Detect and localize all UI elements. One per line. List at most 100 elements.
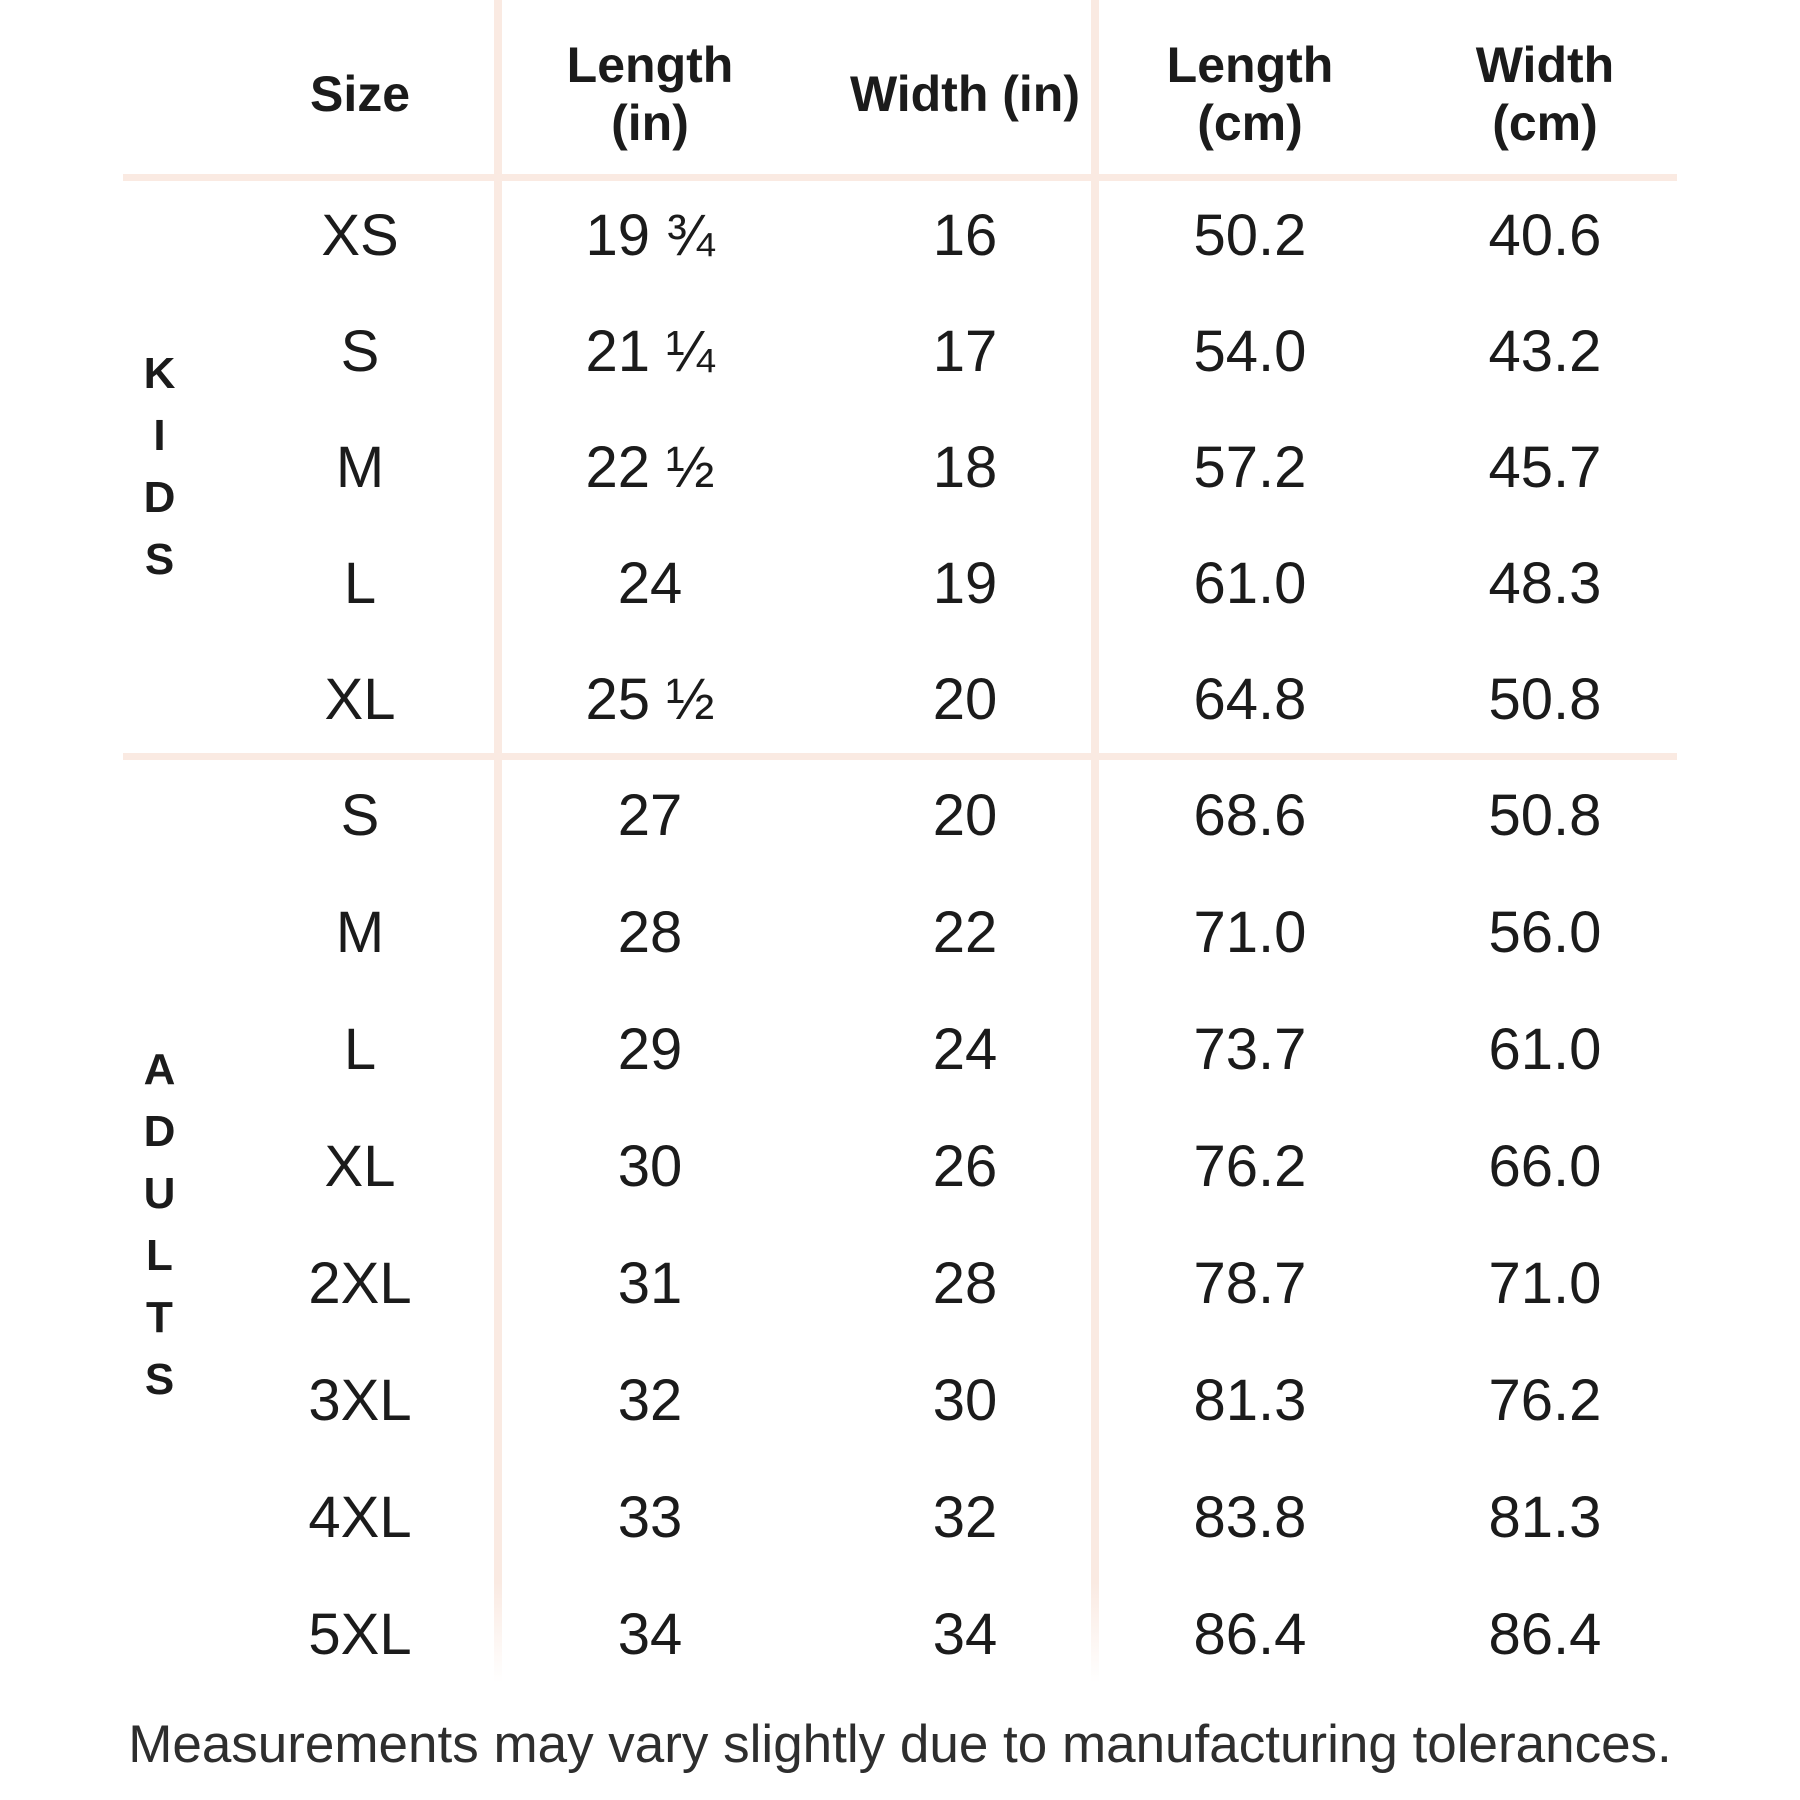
group-letter: S (144, 535, 176, 584)
width-cm-cell: 50.8 (1488, 783, 1602, 848)
size-cell: M (335, 900, 385, 965)
width-cm-cell: 86.4 (1488, 1602, 1602, 1667)
table-row: XS 19 ¾ 16 50.2 40.6 (0, 177, 1690, 293)
table-row: L 24 19 61.0 48.3 (0, 525, 1690, 641)
header-divider (123, 174, 1677, 181)
table-row: 4XL 33 32 83.8 81.3 (0, 1459, 1690, 1576)
length-in-cell: 34 (617, 1602, 683, 1667)
size-cell: 4XL (308, 1485, 412, 1550)
width-cm-cell: 43.2 (1488, 318, 1602, 384)
size-header-label: Size (309, 65, 411, 122)
width-cm-header-line2: (cm) (1492, 94, 1598, 151)
width-in-cell: 28 (932, 1251, 998, 1316)
length-cm-cell: 76.2 (1193, 1134, 1307, 1199)
group-letter: U (143, 1169, 177, 1218)
table-row: M 22 ½ 18 57.2 45.7 (0, 409, 1690, 525)
column-divider-1 (494, 0, 502, 1683)
length-in-column-header: Length (in) (470, 0, 830, 177)
length-in-cell: 24 (617, 550, 683, 616)
width-in-header-label: Width (in) (849, 65, 1080, 122)
size-cell: XL (324, 666, 396, 732)
group-spacer-cell (0, 641, 250, 757)
length-cm-cell: 71.0 (1193, 900, 1307, 965)
length-cm-column-header: Length (cm) (1100, 0, 1400, 177)
length-cm-cell: 50.2 (1193, 202, 1307, 268)
length-cm-cell: 57.2 (1193, 434, 1307, 500)
width-cm-cell: 76.2 (1488, 1368, 1602, 1433)
length-in-header-line2: (in) (611, 94, 689, 151)
group-spacer-cell (0, 1459, 250, 1576)
size-cell: M (335, 434, 385, 500)
length-cm-cell: 81.3 (1193, 1368, 1307, 1433)
footnote: Measurements may vary slightly due to ma… (128, 1715, 1672, 1774)
table-row: S 21 ¼ 17 54.0 43.2 (0, 293, 1690, 409)
width-in-cell: 24 (932, 1017, 998, 1082)
size-cell: S (340, 783, 380, 848)
table-row: XL 30 26 76.2 66.0 (0, 1108, 1690, 1225)
width-cm-cell: 66.0 (1488, 1134, 1602, 1199)
group-letter: S (144, 1355, 176, 1404)
width-cm-cell: 71.0 (1488, 1251, 1602, 1316)
length-cm-header-line1: Length (1166, 36, 1334, 93)
length-in-cell: 25 ½ (585, 666, 715, 732)
table-row: L 29 24 73.7 61.0 (0, 991, 1690, 1108)
size-cell: S (340, 318, 380, 384)
length-in-cell: 31 (617, 1251, 683, 1316)
group-spacer-cell (0, 757, 250, 874)
table-row: XL 25 ½ 20 64.8 50.8 (0, 641, 1690, 757)
width-in-cell: 19 (932, 550, 998, 616)
group-letter: D (143, 1107, 177, 1156)
length-cm-cell: 68.6 (1193, 783, 1307, 848)
length-in-cell: 22 ½ (585, 434, 715, 500)
width-in-cell: 20 (932, 783, 998, 848)
size-cell: L (343, 550, 377, 616)
group-spacer-cell (0, 1576, 250, 1693)
length-in-cell: 27 (617, 783, 683, 848)
group-letter: A (143, 1045, 177, 1094)
length-cm-cell: 61.0 (1193, 550, 1307, 616)
size-column-header: Size (250, 0, 470, 177)
width-in-cell: 32 (932, 1485, 998, 1550)
table-row: M 28 22 71.0 56.0 (0, 874, 1690, 991)
width-in-cell: 26 (932, 1134, 998, 1199)
width-in-cell: 18 (932, 434, 998, 500)
width-in-cell: 34 (932, 1602, 998, 1667)
column-divider-2 (1091, 0, 1099, 1683)
width-cm-cell: 61.0 (1488, 1017, 1602, 1082)
width-cm-cell: 45.7 (1488, 434, 1602, 500)
width-cm-cell: 81.3 (1488, 1485, 1602, 1550)
group-letter: I (153, 411, 167, 460)
width-in-cell: 22 (932, 900, 998, 965)
header-row: Size Length (in) Width (in) Length (cm) … (0, 0, 1690, 177)
width-cm-cell: 40.6 (1488, 202, 1602, 268)
group-letter: K (143, 349, 177, 398)
group-spacer-cell (0, 177, 250, 293)
length-cm-cell: 64.8 (1193, 666, 1307, 732)
width-cm-header-line1: Width (1475, 36, 1615, 93)
length-cm-cell: 78.7 (1193, 1251, 1307, 1316)
length-in-cell: 28 (617, 900, 683, 965)
group-header-spacer (0, 0, 250, 177)
length-cm-cell: 83.8 (1193, 1485, 1307, 1550)
group-letter: T (146, 1293, 174, 1342)
table-row: 5XL 34 34 86.4 86.4 (0, 1576, 1690, 1693)
size-cell: XS (321, 202, 399, 268)
width-cm-cell: 48.3 (1488, 550, 1602, 616)
width-in-cell: 17 (932, 318, 998, 384)
size-cell: 2XL (308, 1251, 412, 1316)
table-row: 3XL 32 30 81.3 76.2 (0, 1342, 1690, 1459)
size-chart-table: Size Length (in) Width (in) Length (cm) … (0, 0, 1690, 1693)
width-in-cell: 20 (932, 666, 998, 732)
size-cell: XL (324, 1134, 396, 1199)
width-in-column-header: Width (in) (830, 0, 1100, 177)
width-cm-cell: 50.8 (1488, 666, 1602, 732)
width-cm-column-header: Width (cm) (1400, 0, 1690, 177)
length-in-cell: 33 (617, 1485, 683, 1550)
table-row: S 27 20 68.6 50.8 (0, 757, 1690, 874)
table-row: 2XL 31 28 78.7 71.0 (0, 1225, 1690, 1342)
size-cell: L (343, 1017, 377, 1082)
